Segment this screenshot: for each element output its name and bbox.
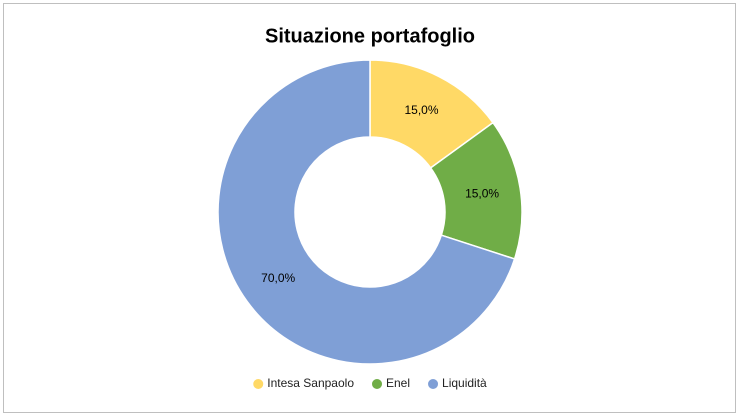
legend-label: Enel [386,376,410,390]
donut-slice [217,59,516,365]
legend-label: Intesa Sanpaolo [267,376,354,390]
chart-title: Situazione portafoglio [265,25,475,47]
data-label: 15,0% [465,186,499,200]
legend-marker [372,379,383,389]
data-label: 70,0% [261,271,295,285]
legend-label: Liquidità [442,376,487,390]
data-label: 15,0% [405,103,439,117]
legend-marker [428,379,439,389]
legend-marker [253,379,264,389]
